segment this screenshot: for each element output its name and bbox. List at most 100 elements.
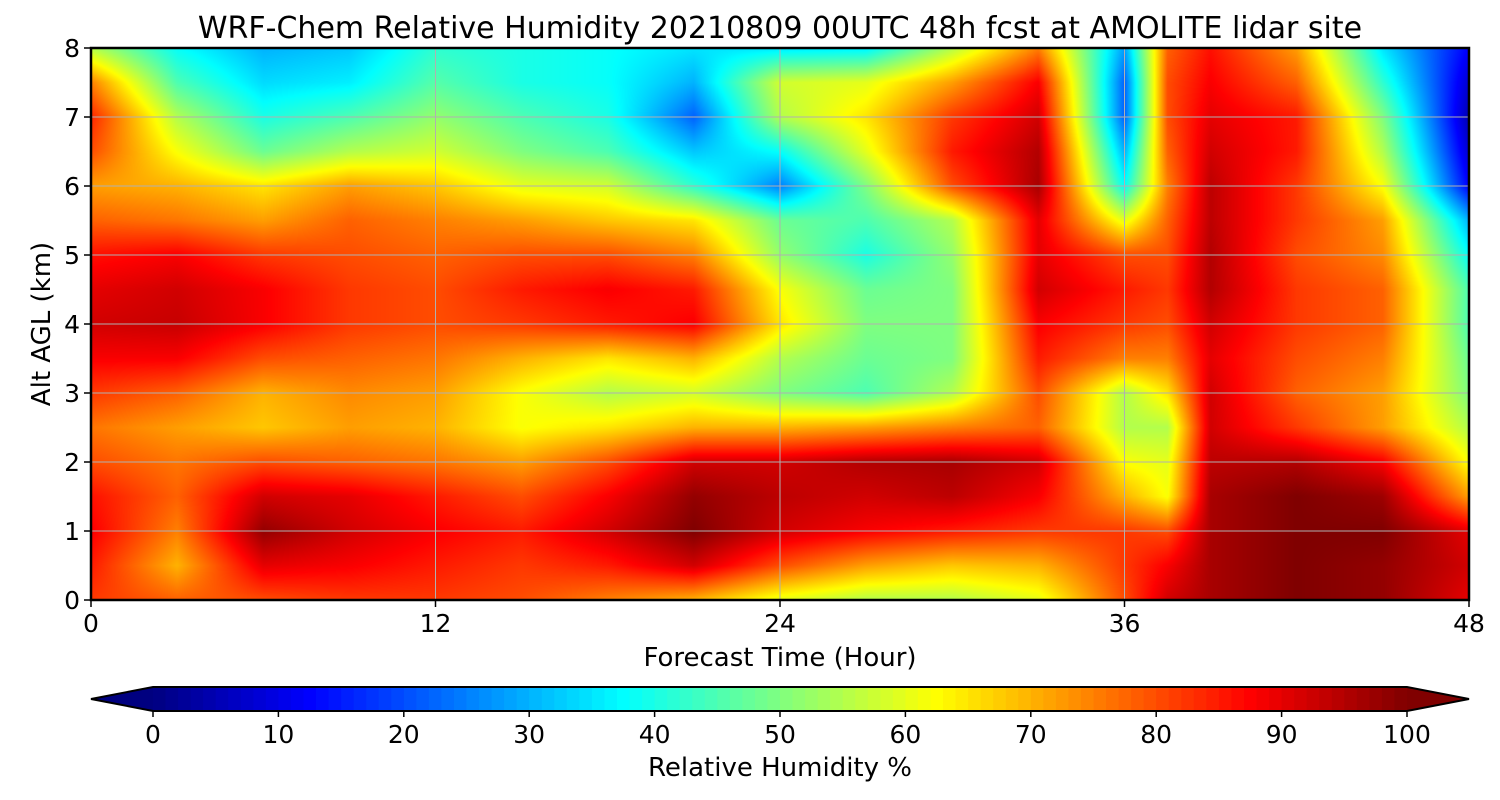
colorbar-swatch [993,687,1007,711]
colorbar-swatch [290,687,305,711]
colorbar-tick-label: 60 [889,720,921,749]
colorbar-swatch [805,687,819,711]
colorbar-swatch [880,687,894,711]
colorbar-swatch [378,687,392,711]
colorbar-swatch [642,687,656,711]
colorbar-swatch [579,687,593,711]
colorbar-swatch [667,687,681,711]
colorbar-swatch [366,687,380,711]
colorbar-swatch [1118,687,1132,711]
colorbar-swatch [1256,687,1270,711]
colorbar-swatch [253,687,267,711]
colorbar-swatch [980,687,994,711]
colorbar-swatch [403,687,418,711]
colorbar-swatch [817,687,831,711]
colorbar-swatch [178,687,192,711]
grid-lines [91,48,1469,600]
colorbar-swatch [491,687,505,711]
colorbar-tick-label: 100 [1383,720,1431,749]
colorbar-swatch [190,687,204,711]
colorbar: 0 10 20 30 40 50 60 70 80 90 100 [90,686,1470,749]
colorbar-swatch [328,687,342,711]
colorbar-swatch [1356,687,1371,711]
plot-area [91,48,1469,600]
colorbar-extend-max [1407,687,1469,711]
colorbar-swatch [1055,687,1070,711]
colorbar-swatch [278,687,292,711]
colorbar-tick-label: 50 [764,720,796,749]
colorbar-swatch [1231,687,1245,711]
colorbar-swatch [1294,687,1308,711]
colorbar-tick-label: 10 [262,720,294,749]
colorbar-swatch [479,687,493,711]
colorbar-label: Relative Humidity % [648,753,912,783]
colorbar-swatch [905,687,919,711]
colorbar-swatch [1281,687,1295,711]
colorbar-swatch [240,687,255,711]
colorbar-tick-label: 40 [639,720,671,749]
colorbar-swatch [228,687,242,711]
colorbar-swatch [591,687,606,711]
colorbar-swatch [654,687,668,711]
colorbar-swatch [704,687,718,711]
colorbar-swatch [1106,687,1120,711]
colorbar-swatch [930,687,944,711]
colorbar-swatch [566,687,581,711]
colorbar-swatch [1344,687,1358,711]
colorbar-swatch [792,687,806,711]
colorbar-swatch [1319,687,1333,711]
colorbar-tick-label: 80 [1140,720,1172,749]
colorbar-swatch [203,687,217,711]
colorbar-tick-label: 90 [1266,720,1298,749]
y-tick-label: 5 [64,241,80,270]
y-axis-label: Alt AGL (km) [27,242,57,406]
colorbar-swatch [1369,687,1383,711]
colorbar-swatch [353,687,367,711]
colorbar-swatch [1331,687,1345,711]
colorbar-swatch [316,687,330,711]
colorbar-swatch [1193,687,1208,711]
colorbar-swatch [215,687,229,711]
colorbar-swatch [830,687,844,711]
colorbar-swatch [780,687,794,711]
colorbar-swatch [867,687,882,711]
colorbar-swatch [679,687,693,711]
colorbar-swatch [165,687,179,711]
colorbar-swatch [1306,687,1320,711]
y-tick-label: 0 [64,586,80,615]
colorbar-swatch [1206,687,1220,711]
y-tick-label: 6 [64,172,80,201]
colorbar-swatch [1093,687,1107,711]
colorbar-swatch [968,687,982,711]
y-tick-label: 1 [64,517,80,546]
colorbar-swatch [1394,687,1408,711]
colorbar-swatch [303,687,317,711]
colorbar-swatch [1068,687,1082,711]
y-tick-label: 2 [64,448,80,477]
colorbar-swatch [629,687,643,711]
colorbar-swatch [504,687,518,711]
colorbar-swatch [554,687,568,711]
colorbar-tick-label: 20 [388,720,420,749]
colorbar-swatch [842,687,856,711]
colorbar-tick-label: 0 [145,720,161,749]
colorbar-swatch [1269,687,1283,711]
colorbar-swatch [616,687,631,711]
colorbar-swatch [1030,687,1045,711]
colorbar-swatch [1005,687,1019,711]
colorbar-swatch [1218,687,1233,711]
colorbar-swatch [1143,687,1157,711]
colorbar-swatch [754,687,769,711]
colorbar-swatch [453,687,468,711]
x-tick-label: 48 [1453,609,1485,638]
x-tick-label: 12 [420,609,452,638]
colorbar-swatch [265,687,280,711]
chart-title: WRF-Chem Relative Humidity 20210809 00UT… [198,11,1362,46]
colorbar-swatch [1131,687,1145,711]
colorbar-swatch [466,687,480,711]
colorbar-swatch [416,687,430,711]
x-tick-label: 24 [764,609,796,638]
colorbar-swatch [1080,687,1095,711]
colorbar-swatch [917,687,932,711]
x-tick-label: 36 [1109,609,1141,638]
